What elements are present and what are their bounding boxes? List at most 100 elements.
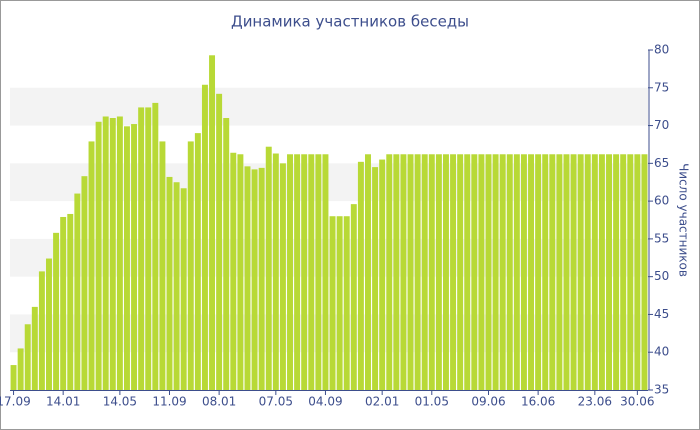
bar (577, 154, 584, 390)
bar (95, 121, 102, 391)
bar (379, 159, 386, 390)
bar (24, 324, 31, 390)
bar (265, 146, 272, 390)
grid-band (10, 314, 648, 353)
x-tick-label: 16.06 (521, 395, 555, 409)
bar (201, 84, 208, 390)
bar (223, 118, 230, 390)
bar (38, 271, 45, 390)
bar (123, 126, 130, 391)
grid-band (10, 238, 648, 277)
y-tick-label: 45 (654, 307, 669, 321)
bar (563, 154, 570, 390)
bar (209, 55, 216, 391)
x-tick-label: 11.09 (152, 395, 186, 409)
bar (301, 154, 308, 390)
bar (81, 176, 88, 390)
bar (641, 154, 648, 390)
y-tick-label: 60 (654, 194, 669, 208)
bar (336, 216, 343, 390)
bar (237, 154, 244, 390)
x-tick-label: 30.06 (620, 395, 654, 409)
bar (159, 141, 166, 390)
bar (173, 182, 180, 390)
bar (499, 154, 506, 390)
bar (187, 141, 194, 390)
bar (279, 163, 286, 390)
grid-band (10, 163, 648, 202)
bar (542, 154, 549, 390)
bar (53, 232, 60, 390)
bar (180, 188, 187, 390)
bar (102, 116, 109, 390)
bar (634, 154, 641, 390)
bar (393, 154, 400, 390)
bar (244, 166, 251, 390)
bar (471, 154, 478, 390)
bar (584, 154, 591, 390)
bar (478, 154, 485, 390)
bar (535, 154, 542, 390)
bar (613, 154, 620, 390)
bar (620, 154, 627, 390)
bar (421, 154, 428, 390)
bar (435, 154, 442, 390)
bar (308, 154, 315, 390)
bar (194, 133, 201, 390)
bar (386, 154, 393, 390)
x-tick-label: 23.06 (578, 395, 612, 409)
bar (414, 154, 421, 390)
bar (442, 154, 449, 390)
bar (549, 154, 556, 390)
bar (152, 102, 159, 390)
bar (400, 154, 407, 390)
bar (485, 154, 492, 390)
bar (60, 216, 67, 390)
bar (464, 154, 471, 390)
x-tick-label: 01.05 (415, 395, 449, 409)
bar (492, 154, 499, 390)
bar (251, 169, 258, 390)
x-tick-label: 09.06 (471, 395, 505, 409)
bar (457, 154, 464, 390)
bar (513, 154, 520, 390)
chart-title: Динамика участников беседы (231, 13, 469, 31)
bar (46, 258, 52, 390)
bar (570, 154, 577, 390)
bar (329, 216, 336, 390)
bar (350, 204, 357, 390)
bar (17, 348, 24, 390)
bar (67, 213, 74, 390)
bar (116, 116, 123, 390)
bar (520, 154, 527, 390)
y-axis-label: Число участников (677, 163, 691, 277)
bar (343, 216, 350, 390)
bar (407, 154, 414, 390)
bar (372, 167, 379, 390)
y-tick-label: 70 (654, 118, 669, 132)
x-tick-label: 02.01 (365, 395, 399, 409)
x-tick-label: 14.05 (103, 395, 137, 409)
bar (606, 154, 612, 390)
y-tick-label: 75 (654, 80, 669, 94)
y-tick-label: 50 (654, 269, 669, 283)
bar (428, 154, 435, 390)
bar (145, 107, 152, 390)
bar (230, 152, 237, 390)
x-tick-label: 07.05 (259, 395, 293, 409)
bar (315, 154, 322, 390)
y-tick-label: 55 (654, 231, 669, 245)
y-tick-label: 40 (654, 345, 669, 359)
y-tick-label: 35 (654, 383, 669, 397)
bar (258, 167, 265, 390)
bar (528, 154, 535, 390)
bar (216, 93, 223, 391)
bar (31, 306, 38, 390)
bar (287, 154, 293, 390)
x-tick-label: 04.09 (308, 395, 342, 409)
bar (598, 154, 605, 390)
x-tick-label: 17.09 (0, 395, 31, 409)
bar (166, 176, 173, 390)
bar (294, 154, 301, 390)
x-tick-label: 08.01 (202, 395, 236, 409)
